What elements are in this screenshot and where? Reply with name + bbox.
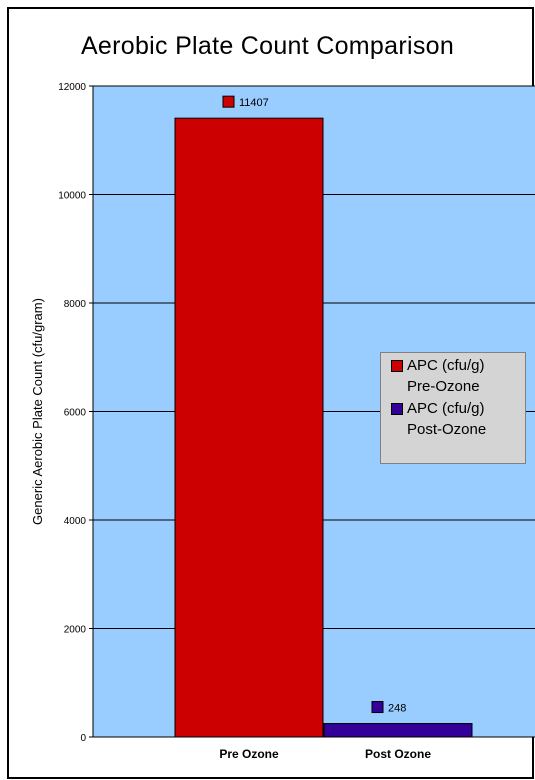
legend-label-post-ozone: APC (cfu/g) Post-Ozone [407, 400, 487, 438]
bar-pre-ozone [174, 117, 324, 738]
x-category-label: Post Ozone [365, 747, 431, 761]
legend-item-post-ozone: APC (cfu/g) Post-Ozone [391, 400, 519, 440]
legend: APC (cfu/g) Pre-Ozone APC (cfu/g) Post-O… [380, 352, 526, 464]
bar-post-ozone [323, 723, 473, 738]
data-label-key [371, 701, 384, 714]
data-label: 248 [388, 703, 406, 715]
chart-title: Aerobic Plate Count Comparison [80, 32, 455, 60]
bars [174, 117, 473, 738]
y-tick-label: 4000 [64, 516, 87, 527]
x-category-label: Pre Ozone [219, 747, 279, 761]
y-tick-label: 6000 [64, 408, 87, 419]
legend-item-pre-ozone: APC (cfu/g) Pre-Ozone [391, 357, 519, 397]
legend-label-pre-ozone: APC (cfu/g) Pre-Ozone [407, 357, 485, 395]
y-tick-label: 2000 [64, 625, 87, 636]
y-tick-label: 10000 [58, 191, 86, 202]
y-tick-label: 8000 [64, 299, 87, 310]
x-axis-categories: Pre Ozone Post Ozone [219, 747, 431, 761]
legend-swatch-post-ozone [391, 403, 403, 415]
data-label: 11407 [239, 97, 269, 109]
y-tick-label: 0 [80, 733, 86, 744]
legend-swatch-pre-ozone [391, 360, 403, 372]
y-axis-ticks: 0 2000 4000 6000 8000 10000 12000 [58, 82, 93, 744]
data-label-key [222, 95, 235, 108]
data-labels: 11407 248 [222, 95, 406, 715]
y-axis-label: Generic Aerobic Plate Count (cfu/gram) [30, 298, 45, 525]
y-tick-label: 12000 [58, 82, 86, 93]
